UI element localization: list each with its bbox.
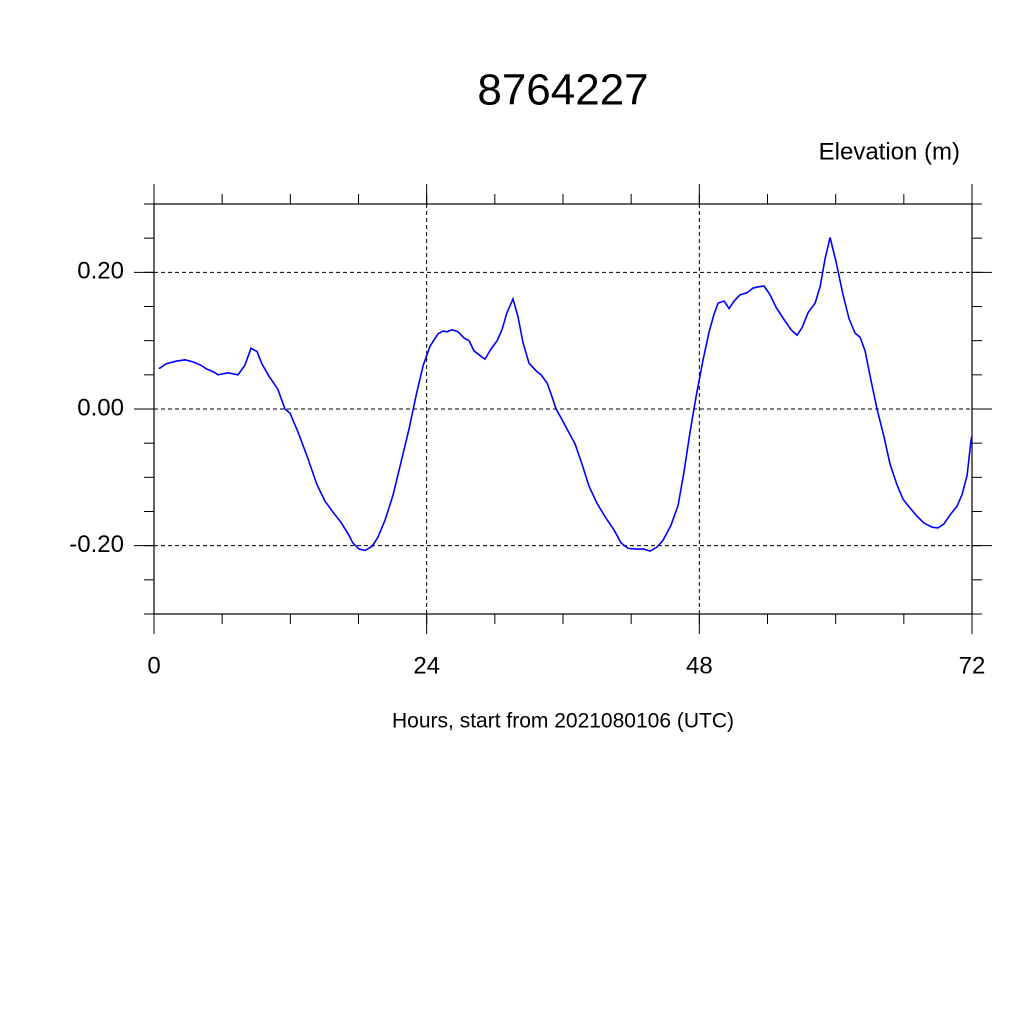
y-tick-label: 0.20 bbox=[77, 258, 124, 285]
x-axis-label: Hours, start from 2021080106 (UTC) bbox=[392, 710, 734, 733]
axis-unit: Elevation (m) bbox=[819, 138, 960, 165]
x-tick-label: 72 bbox=[959, 652, 986, 679]
x-tick-label: 24 bbox=[413, 652, 440, 679]
x-tick-label: 0 bbox=[147, 652, 160, 679]
data-line bbox=[158, 237, 973, 553]
y-tick-label: 0.00 bbox=[77, 394, 124, 421]
chart-title: 8764227 bbox=[477, 66, 648, 115]
plot-frame bbox=[153, 203, 973, 615]
y-tick-label: -0.20 bbox=[69, 531, 124, 558]
x-tick-label: 48 bbox=[686, 652, 713, 679]
